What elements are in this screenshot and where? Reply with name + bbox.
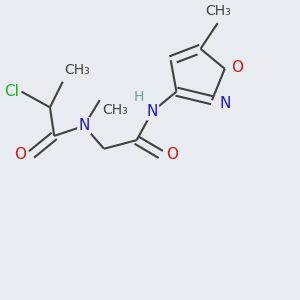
- Text: N: N: [78, 118, 90, 134]
- Text: CH₃: CH₃: [205, 4, 230, 18]
- Text: O: O: [14, 147, 26, 162]
- Text: CH₃: CH₃: [103, 103, 128, 117]
- Text: Cl: Cl: [4, 84, 19, 99]
- Text: CH₃: CH₃: [64, 62, 90, 76]
- Text: N: N: [219, 96, 230, 111]
- Text: O: O: [166, 147, 178, 162]
- Text: N: N: [147, 104, 158, 119]
- Text: O: O: [231, 60, 243, 75]
- Text: H: H: [134, 91, 144, 104]
